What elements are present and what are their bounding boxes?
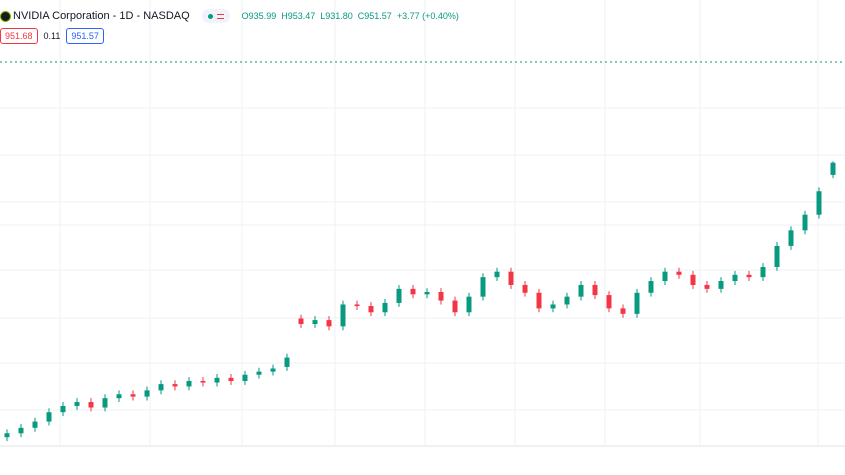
- candle-body: [662, 271, 668, 282]
- ohlc-values: O935.99 H953.47 L931.80 C951.57 +3.77 (+…: [242, 11, 459, 21]
- candle-body: [774, 245, 780, 267]
- candle-body: [74, 402, 80, 406]
- candle-body: [200, 380, 206, 383]
- buy-button[interactable]: 951.57: [66, 28, 104, 44]
- candle-body: [130, 394, 136, 397]
- candle-body: [298, 318, 304, 324]
- candle-body: [88, 402, 94, 408]
- candle-body: [242, 374, 248, 381]
- ohlc-close: C951.57: [357, 11, 392, 21]
- candle-body: [270, 368, 276, 372]
- candle-body: [438, 291, 444, 301]
- spread: 0.11: [43, 31, 61, 41]
- candle-body: [788, 230, 794, 246]
- candle-body: [760, 267, 766, 278]
- candles: [4, 161, 836, 442]
- candle-body: [648, 281, 654, 293]
- candle-body: [396, 288, 402, 303]
- candle-body: [620, 308, 626, 314]
- candle-body: [228, 377, 234, 381]
- candle-body: [816, 191, 822, 215]
- candle-body: [312, 320, 318, 324]
- candle-body: [116, 394, 122, 399]
- candle-body: [256, 371, 262, 375]
- candle-body: [4, 433, 10, 438]
- candle-body: [746, 274, 752, 278]
- candle-body: [60, 405, 66, 413]
- status-pill[interactable]: [201, 9, 230, 23]
- candle-body: [144, 390, 150, 397]
- candle-body: [102, 398, 108, 408]
- ohlc-change: +3.77 (+0.40%): [396, 11, 459, 21]
- candle-body: [690, 274, 696, 285]
- candle-body: [830, 162, 836, 175]
- candle-body: [606, 295, 612, 309]
- candle-body: [368, 306, 374, 313]
- candle-body: [802, 214, 808, 231]
- candle-body: [340, 304, 346, 327]
- candle-body: [354, 304, 360, 307]
- sell-button[interactable]: 951.68: [0, 28, 38, 44]
- candle-body: [424, 291, 430, 295]
- ohlc-high: H953.47: [281, 11, 316, 21]
- candle-body: [172, 384, 178, 387]
- symbol-header: NVIDIA Corporation - 1D - NASDAQ O935.99…: [0, 8, 459, 24]
- ohlc-open: O935.99: [241, 11, 277, 21]
- candle-body: [522, 284, 528, 293]
- ohlc-low: L931.80: [320, 11, 353, 21]
- candle-body: [158, 384, 164, 391]
- candle-body: [536, 292, 542, 309]
- candle-body: [508, 271, 514, 285]
- candle-body: [326, 320, 332, 327]
- quote-bar: 951.68 0.11 951.57: [0, 28, 104, 44]
- candle-body: [564, 296, 570, 305]
- candle-body: [46, 412, 52, 422]
- candle-body: [18, 427, 24, 434]
- candle-body: [732, 274, 738, 282]
- candle-body: [704, 284, 710, 289]
- candle-body: [410, 288, 416, 295]
- symbol-logo: [0, 10, 11, 22]
- candle-body: [186, 380, 192, 387]
- candle-body: [676, 271, 682, 275]
- symbol-title[interactable]: NVIDIA Corporation - 1D - NASDAQ: [13, 10, 190, 22]
- candle-body: [480, 277, 486, 297]
- candle-body: [32, 421, 38, 428]
- candle-body: [382, 302, 388, 313]
- candle-body: [284, 357, 290, 367]
- candle-body: [718, 281, 724, 289]
- candle-body: [466, 296, 472, 313]
- candle-body: [578, 284, 584, 297]
- market-dot: [207, 13, 213, 19]
- candle-body: [592, 284, 598, 296]
- candle-body: [214, 377, 220, 383]
- candle-body: [452, 300, 458, 313]
- candle-body: [634, 292, 640, 314]
- grid: [0, 0, 845, 445]
- candle-body: [494, 271, 500, 278]
- candle-body: [550, 304, 556, 309]
- menu-icon: [216, 13, 224, 19]
